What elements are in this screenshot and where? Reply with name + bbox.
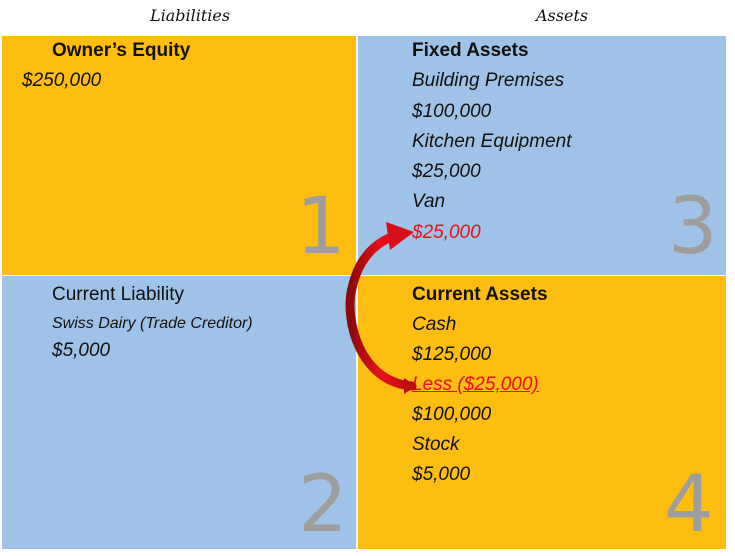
assets-header: Assets	[536, 6, 589, 25]
fixed-assets-quadrant	[358, 36, 726, 276]
liabilities-header: Liabilities	[150, 6, 231, 25]
quadrant-number-2: 2	[298, 460, 348, 550]
current-assets-quadrant	[358, 276, 726, 549]
owners-equity-value: $250,000	[22, 70, 102, 91]
trade-creditor-label: Swiss Dairy (Trade Creditor)	[52, 315, 253, 332]
kitchen-equipment-label: Kitchen Equipment	[412, 131, 572, 152]
fixed-assets-title: Fixed Assets	[412, 40, 529, 61]
quadrant-number-4: 4	[664, 460, 714, 550]
quadrant-number-1: 1	[296, 182, 346, 272]
adjusted-cash-value: $100,000	[412, 404, 492, 425]
owners-equity-title: Owner’s Equity	[52, 40, 191, 61]
building-premises-value: $100,000	[412, 101, 492, 122]
van-label: Van	[412, 191, 446, 212]
current-liability-title: Current Liability	[52, 284, 184, 305]
stock-value: $5,000	[412, 464, 471, 485]
horizontal-divider	[2, 275, 726, 276]
stock-label: Stock	[412, 434, 460, 455]
kitchen-equipment-value: $25,000	[412, 161, 481, 182]
current-liability-value: $5,000	[52, 340, 111, 361]
van-value: $25,000	[412, 222, 481, 243]
cash-label: Cash	[412, 314, 457, 335]
cash-value: $125,000	[412, 344, 492, 365]
current-assets-title: Current Assets	[412, 284, 548, 305]
less-van-adjustment: Less ($25,000)	[412, 374, 539, 395]
owners-equity-quadrant	[2, 36, 356, 276]
current-liability-quadrant	[2, 276, 356, 549]
vertical-divider	[356, 36, 358, 549]
quadrant-number-3: 3	[668, 182, 718, 272]
building-premises-label: Building Premises	[412, 70, 565, 91]
